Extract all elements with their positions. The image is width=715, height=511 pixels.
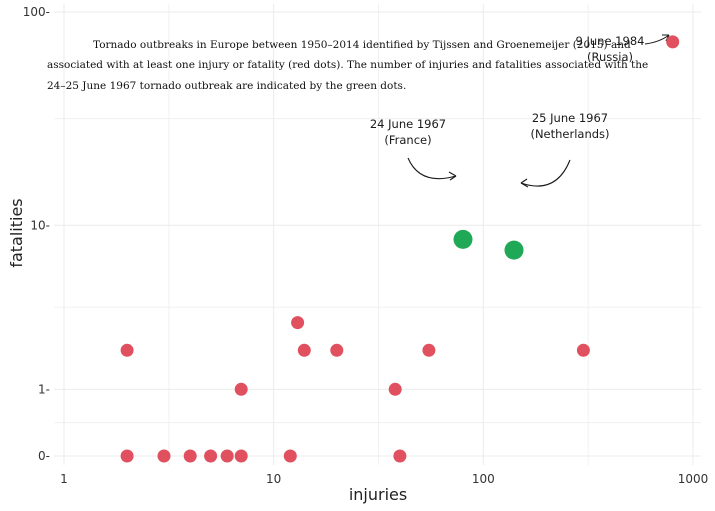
red-data-point xyxy=(388,382,402,396)
data-points xyxy=(120,35,680,463)
annotation: 25 June 1967 (Netherlands) xyxy=(520,111,610,188)
red-data-point xyxy=(183,449,197,463)
red-data-point xyxy=(422,343,436,357)
caption-line: 24–25 June 1967 tornado outbreak are ind… xyxy=(47,80,406,92)
y-axis-title: fatalities xyxy=(7,198,26,267)
x-axis-title: injuries xyxy=(349,485,407,504)
annotation: 9 June 1984 (Russia) xyxy=(576,34,670,64)
caption-line: Tornado outbreaks in Europe between 1950… xyxy=(93,39,631,51)
red-data-point xyxy=(291,316,305,330)
annotation-label: 25 June 1967 xyxy=(532,111,608,125)
annotation-label: (Russia) xyxy=(587,50,633,64)
annotation-arrow xyxy=(407,157,457,180)
x-tick-label: 100 xyxy=(472,472,495,486)
red-data-point xyxy=(120,343,134,357)
annotation-arrowhead xyxy=(520,178,529,188)
red-data-point xyxy=(120,449,134,463)
annotation-label: 9 June 1984 xyxy=(576,34,645,48)
red-data-point xyxy=(157,449,171,463)
annotation-arrowhead xyxy=(448,171,457,181)
red-data-point xyxy=(234,449,248,463)
x-axis-ticks: 1 10 100 1000 xyxy=(60,472,708,486)
y-tick-label: 0- xyxy=(38,449,50,463)
annotation-label: 24 June 1967 xyxy=(370,117,446,131)
red-data-point xyxy=(576,343,590,357)
red-data-point xyxy=(283,449,297,463)
red-data-point xyxy=(330,343,344,357)
x-tick-label: 10 xyxy=(266,472,281,486)
green-data-point xyxy=(504,240,524,260)
annotation: 24 June 1967 (France) xyxy=(370,117,457,181)
red-data-point xyxy=(297,343,311,357)
y-tick-label: 100- xyxy=(23,5,50,19)
figure-caption: Tornado outbreaks in Europe between 1950… xyxy=(47,39,648,92)
red-data-point xyxy=(234,382,248,396)
annotation-label: (Netherlands) xyxy=(530,127,609,141)
y-tick-label: 10- xyxy=(30,218,50,232)
annotation-label: (France) xyxy=(384,133,431,147)
x-tick-label: 1000 xyxy=(678,472,709,486)
caption-line: associated with at least one injury or f… xyxy=(47,59,648,71)
red-data-point xyxy=(666,35,680,49)
red-data-point xyxy=(220,449,234,463)
y-tick-label: 1- xyxy=(38,382,50,396)
y-axis-ticks: 0- 1- 10- 100- xyxy=(23,5,50,463)
red-data-point xyxy=(204,449,218,463)
green-data-point xyxy=(453,229,473,249)
grid xyxy=(54,4,701,465)
x-tick-label: 1 xyxy=(60,472,68,486)
annotations: 9 June 1984(Russia)24 June 1967(France)2… xyxy=(370,34,670,188)
red-data-point xyxy=(393,449,407,463)
annotation-arrow xyxy=(644,34,670,45)
annotation-arrow xyxy=(520,159,571,187)
